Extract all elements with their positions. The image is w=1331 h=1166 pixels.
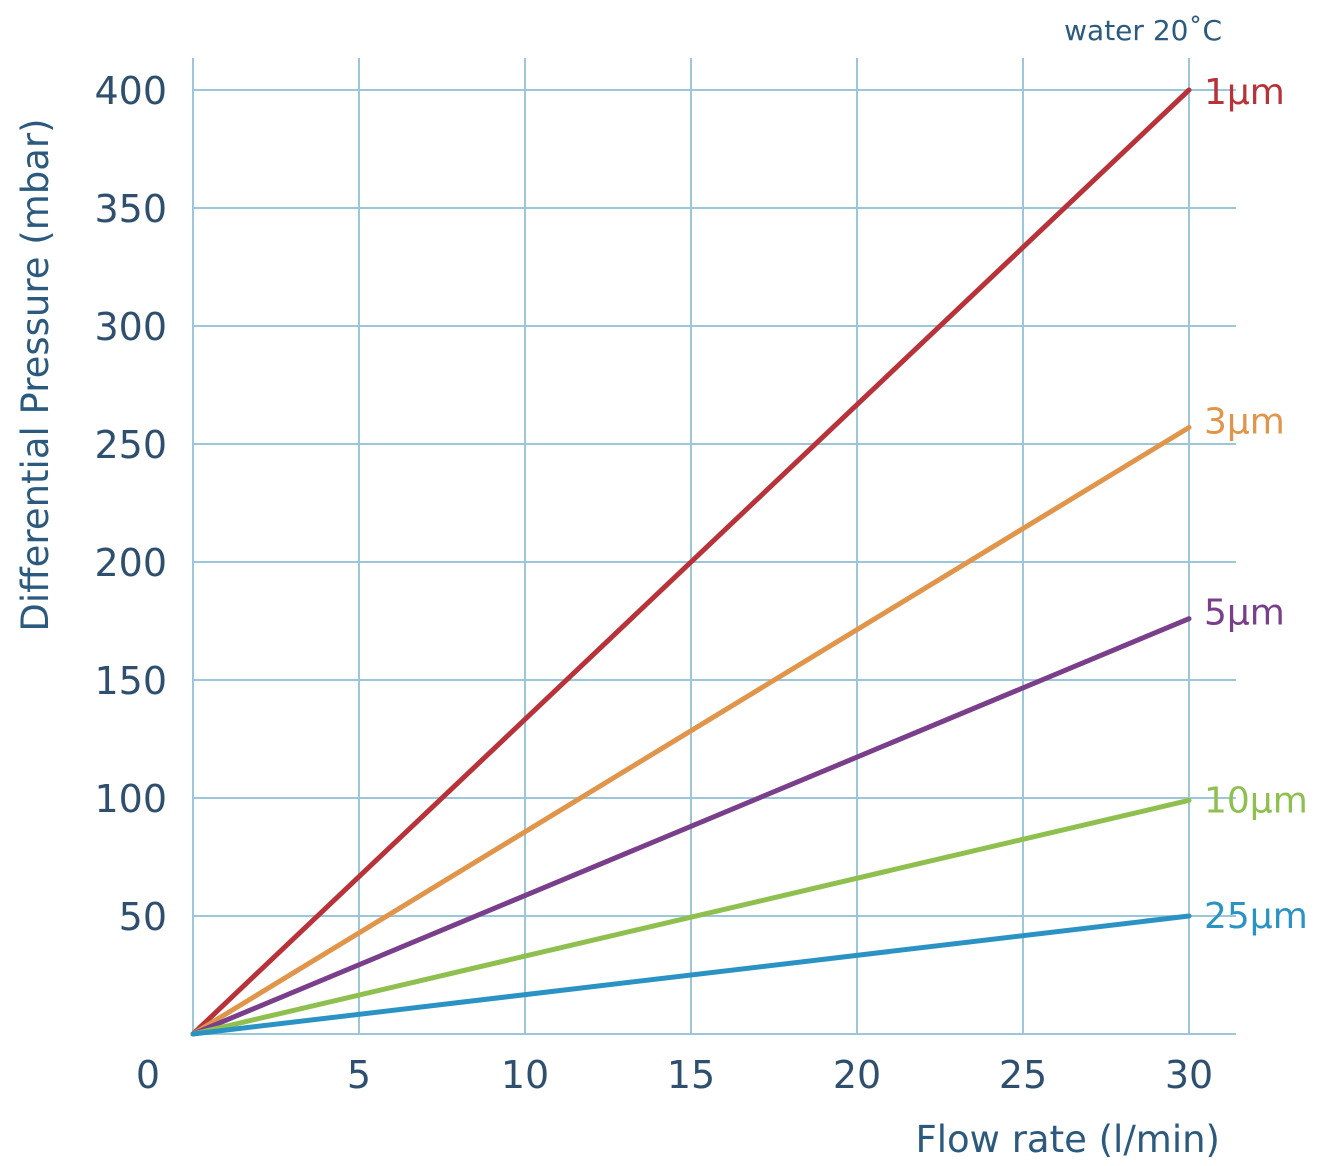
- y-tick-label: 250: [94, 423, 167, 467]
- series-label: 1µm: [1204, 72, 1285, 113]
- y-tick-label: 150: [94, 659, 167, 703]
- x-tick-label: 20: [833, 1053, 881, 1097]
- y-tick-label: 350: [94, 187, 167, 231]
- series-line-5µm: [190, 616, 1192, 1037]
- x-tick-label: 30: [1165, 1053, 1213, 1097]
- y-tick-label: 400: [94, 69, 167, 113]
- series-label: 5µm: [1204, 593, 1285, 634]
- series-labels: 1µm 3µm 5µm 10µm 25µm: [1204, 72, 1308, 937]
- series-line-3µm: [190, 424, 1192, 1037]
- x-tick-label: 10: [501, 1053, 549, 1097]
- y-tick-label: 100: [94, 777, 167, 821]
- series-label: 25µm: [1204, 896, 1308, 937]
- y-tick-label: 50: [119, 895, 167, 939]
- origin-label: 0: [136, 1053, 160, 1097]
- y-tick-label: 200: [94, 541, 167, 585]
- series-lines: [190, 87, 1192, 1037]
- annotation-note: water 20˚C: [1064, 14, 1222, 47]
- series-line-1µm: [190, 87, 1192, 1037]
- series-line-10µm: [190, 797, 1192, 1037]
- y-tick-label: 300: [94, 305, 167, 349]
- grid: [192, 58, 1236, 1035]
- x-tick-label: 15: [667, 1053, 715, 1097]
- series-label: 3µm: [1204, 401, 1285, 442]
- y-axis-title: Differential Pressure (mbar): [14, 118, 57, 631]
- x-tick-label: 25: [999, 1053, 1047, 1097]
- tick-labels: 5 10 15 20 25 30 50 100 150 200 250 300 350 400: [94, 69, 1213, 1097]
- x-tick-label: 5: [347, 1053, 371, 1097]
- series-label: 10µm: [1204, 780, 1308, 821]
- series-line-25µm: [190, 913, 1192, 1037]
- x-axis-title: Flow rate (l/min): [915, 1118, 1220, 1161]
